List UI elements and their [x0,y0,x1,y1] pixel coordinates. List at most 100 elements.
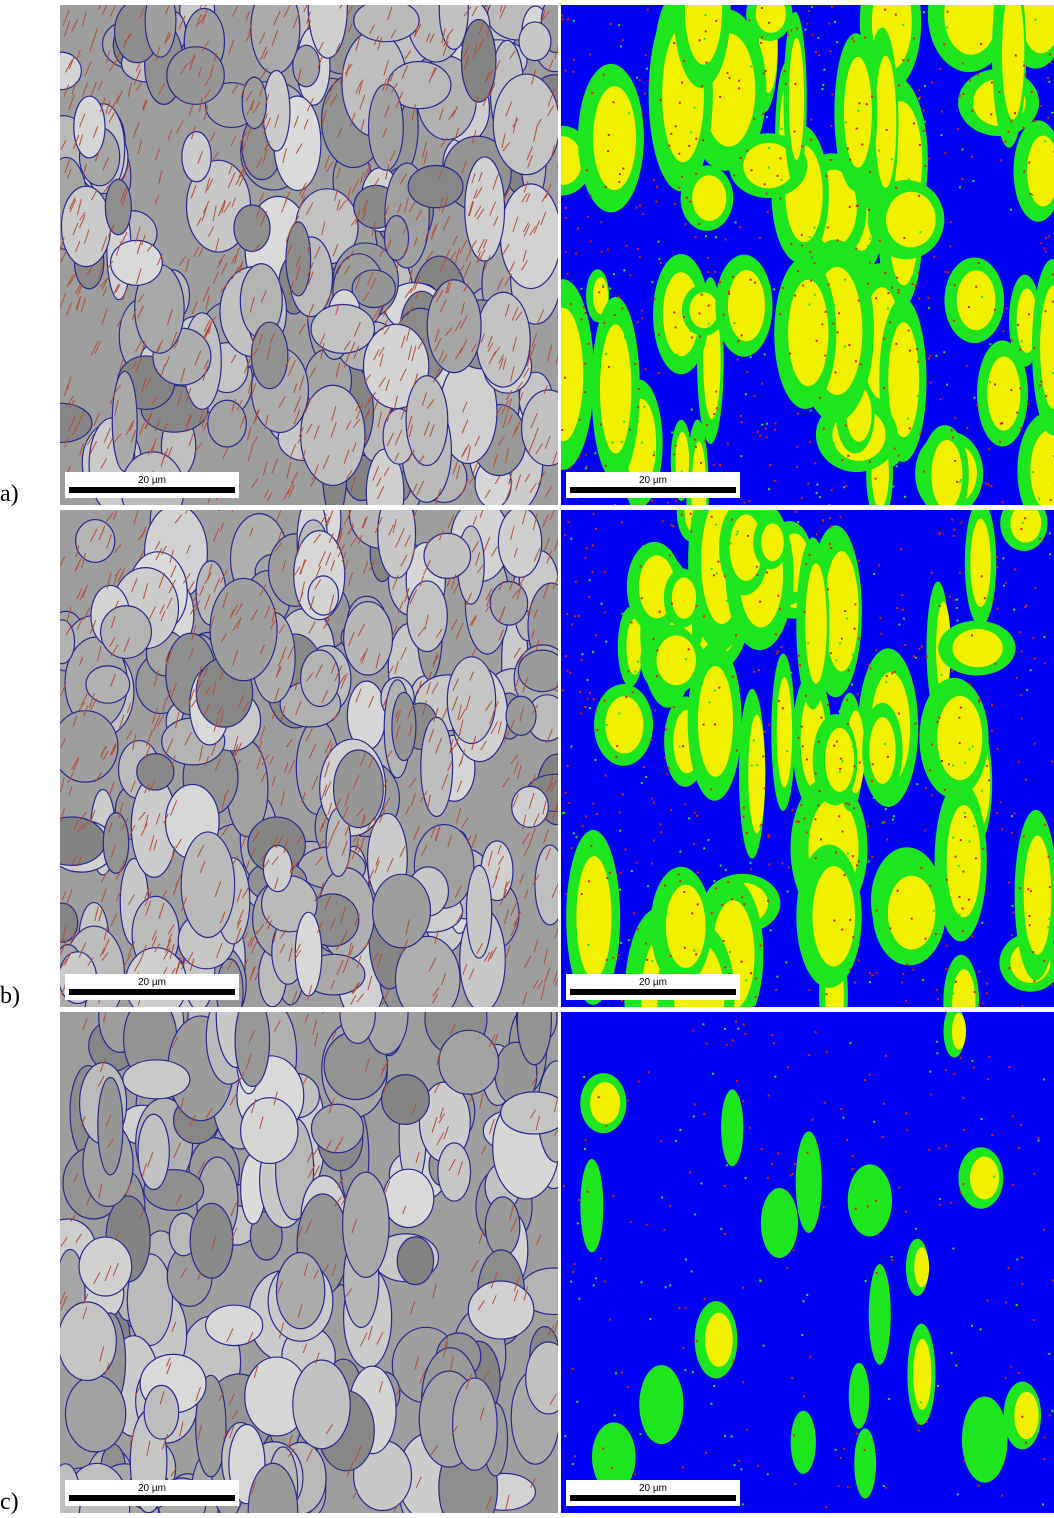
speck [702,139,704,141]
speck [845,485,847,487]
speck [609,1319,611,1321]
speck [717,561,719,563]
speck [637,406,639,408]
speck [891,158,893,160]
speck [860,363,862,365]
speck [873,1121,875,1123]
speck [804,611,806,613]
speck [707,271,709,273]
speck [768,167,770,169]
speck [1023,65,1025,67]
speck [697,747,699,749]
speck [952,837,954,839]
speck [636,207,638,209]
speck [962,930,964,932]
speck [1030,890,1032,892]
speck [964,816,966,818]
speck [700,1182,702,1184]
speck [625,696,627,698]
speck [818,741,820,743]
speck [937,998,939,1000]
speck [1043,960,1045,962]
speck [820,717,822,719]
speck [629,683,631,685]
speck [736,750,738,752]
speck [691,518,693,520]
yellow-region [692,175,726,221]
speck [646,622,648,624]
speck [638,388,640,390]
speck [779,608,781,610]
speck [1019,148,1021,150]
speck [576,836,578,838]
yellow-region [690,292,718,328]
speck [966,427,968,429]
speck [829,367,831,369]
speck [1021,1257,1023,1259]
yellow-region [913,1339,931,1410]
speck [605,641,607,643]
speck [699,335,701,337]
speck [905,1000,907,1002]
speck [732,644,734,646]
speck [587,679,589,681]
green-region [721,1089,743,1166]
speck [1023,848,1025,850]
grain [408,166,463,208]
speck [987,1300,989,1302]
speck [944,789,946,791]
speck [648,79,650,81]
speck [944,152,946,154]
speck [883,1103,885,1105]
speck [857,205,859,207]
speck [760,42,762,44]
speck [936,1041,938,1043]
speck [653,451,655,453]
speck [897,890,899,892]
speck [731,898,733,900]
speck [797,737,799,739]
speck [656,201,658,203]
speck [845,121,847,123]
speck [608,366,610,368]
speck [962,871,964,873]
speck [579,419,581,421]
speck [905,84,907,86]
speck [718,687,720,689]
speck [589,53,591,55]
speck [985,483,987,485]
speck [817,37,819,39]
speck [871,96,873,98]
speck [565,217,567,219]
speck [639,565,641,567]
speck [760,824,762,826]
speck [630,1221,632,1223]
speck [1012,1184,1014,1186]
speck [561,429,563,431]
speck [868,861,870,863]
speck [1016,1258,1018,1260]
speck [918,298,920,300]
speck [901,594,903,596]
speck [1052,273,1054,275]
speck [745,393,747,395]
scale-bar-label: 20 µm [639,1483,667,1494]
speck [803,615,805,617]
speck [765,427,767,429]
speck [962,1097,964,1099]
speck [705,30,707,32]
speck [767,211,769,213]
yellow-region [605,696,643,753]
grain [293,1360,350,1449]
speck [793,1434,795,1436]
speck [840,758,842,760]
speck [869,238,871,240]
speck [852,855,854,857]
speck [929,885,931,887]
speck [567,765,569,767]
speck [924,371,926,373]
speck [821,88,823,90]
speck [740,157,742,159]
speck [572,1368,574,1370]
speck [733,322,735,324]
